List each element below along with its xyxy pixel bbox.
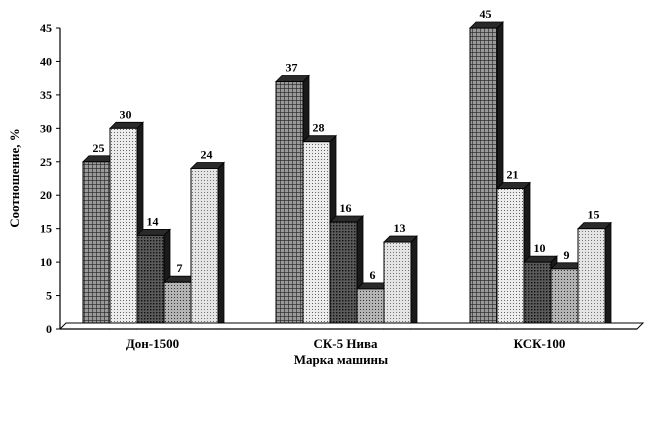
y-tick-label: 30 — [40, 121, 52, 135]
bar-front — [275, 81, 304, 330]
bar-front — [550, 268, 579, 330]
bar-front — [302, 141, 331, 330]
x-tick-label: СК-5 Нива — [313, 336, 378, 351]
data-label: 28 — [313, 121, 325, 135]
data-label: 24 — [201, 147, 213, 161]
y-tick-label: 45 — [40, 21, 52, 35]
y-tick-label: 15 — [40, 222, 52, 236]
data-label: 15 — [588, 208, 600, 222]
bar — [190, 161, 225, 330]
axes-layer: 0 5 10 15 20 25 30 35 40 45 Дон-1500 СК-5 Нива КСК-1… — [40, 21, 645, 351]
bar-top — [329, 215, 364, 223]
bar-top — [577, 222, 612, 230]
y-tick-label: 25 — [40, 155, 52, 169]
data-label: 13 — [394, 221, 406, 235]
y-axis-title: Соотношение, % — [7, 128, 22, 228]
data-label: 14 — [147, 214, 159, 228]
data-label: 25 — [93, 141, 105, 155]
bar-top — [496, 182, 531, 189]
bar-top — [302, 135, 337, 143]
bar-front — [469, 27, 498, 330]
bar-front — [163, 281, 192, 330]
y-tick-label: 20 — [40, 188, 52, 202]
chart-floor — [58, 322, 645, 330]
y-tick-label: 5 — [46, 289, 52, 303]
y-tick-label: 40 — [40, 54, 52, 68]
data-label: 6 — [370, 268, 376, 282]
bar-top — [383, 235, 418, 243]
data-label: 16 — [340, 201, 352, 215]
bar — [577, 221, 612, 330]
data-label: 9 — [564, 248, 570, 262]
bars-layer: 25 30 14 7 24 37 28 16 6 13 45 21 10 9 15 — [82, 7, 612, 330]
bar-front — [82, 161, 111, 330]
data-label: 7 — [177, 261, 183, 275]
y-tick-label: 35 — [40, 88, 52, 102]
bar — [383, 235, 418, 330]
bar-front — [136, 234, 165, 330]
x-axis-title: Марка машины — [294, 352, 388, 367]
bar-top — [109, 121, 144, 129]
y-tick-label: 10 — [40, 255, 52, 269]
bar-front — [329, 221, 358, 330]
bar-side — [217, 161, 225, 330]
data-label: 45 — [480, 7, 492, 21]
bar-front — [109, 127, 138, 330]
data-label: 37 — [286, 61, 298, 75]
bar-top — [469, 21, 504, 29]
y-tick-label: 0 — [46, 322, 52, 336]
data-label: 30 — [120, 107, 132, 121]
bar-top — [136, 228, 171, 236]
x-tick-label: Дон-1500 — [126, 336, 179, 351]
data-label: 21 — [507, 168, 519, 182]
bar — [469, 21, 504, 330]
bar-front — [496, 188, 525, 330]
data-label: 10 — [534, 241, 546, 255]
bar-front — [577, 228, 606, 330]
bar-top — [523, 255, 558, 263]
bar — [550, 261, 585, 330]
bar-front — [383, 241, 412, 330]
bar-side — [410, 235, 418, 330]
bar-side — [604, 221, 612, 330]
bar-front — [523, 261, 552, 330]
bar-top — [190, 162, 225, 169]
bar-top — [275, 75, 310, 82]
bar-front — [190, 167, 219, 330]
x-tick-label: КСК-100 — [514, 336, 566, 351]
